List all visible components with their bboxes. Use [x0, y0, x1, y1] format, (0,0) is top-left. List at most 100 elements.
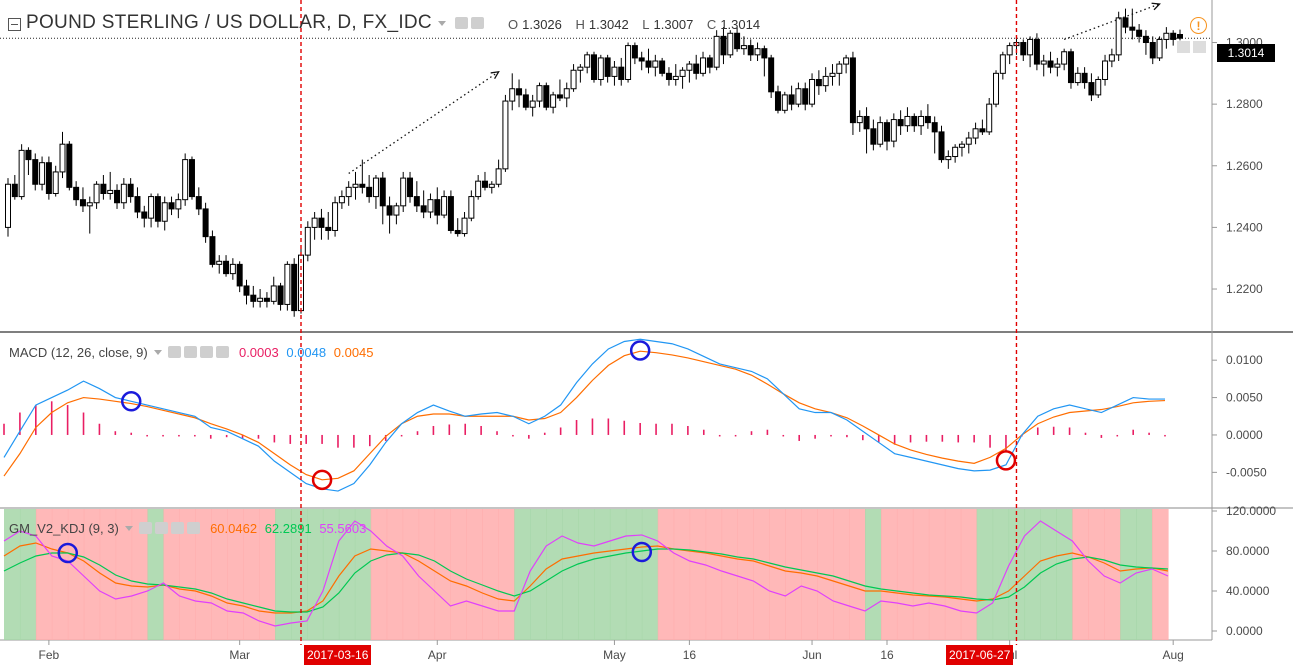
- candle-body: [911, 115, 918, 127]
- time-tick-label: 16: [880, 648, 894, 662]
- candle-body: [1156, 38, 1163, 59]
- candle-body: [1142, 35, 1149, 44]
- kdj-background-band: [944, 509, 962, 640]
- kdj-background-band: [705, 509, 723, 640]
- kdj-background-band: [896, 509, 914, 640]
- candle-body: [802, 88, 809, 105]
- candle-body: [924, 115, 931, 124]
- candle-body: [195, 196, 202, 210]
- kdj-j-line: [3, 520, 1169, 627]
- gear-icon[interactable]: [184, 346, 198, 358]
- kdj-background-band: [976, 509, 994, 640]
- kdj-background-band: [4, 509, 21, 640]
- candle-body: [325, 226, 332, 231]
- kdj-k-value: 60.0462: [210, 521, 258, 536]
- candle-body: [577, 66, 584, 71]
- kdj-background-band: [928, 509, 946, 640]
- kdj-background-band: [737, 509, 755, 640]
- chevron-down-icon[interactable]: [153, 350, 162, 355]
- gear-icon[interactable]: [155, 522, 169, 534]
- kdj-background-band: [482, 509, 499, 640]
- candle-body: [1163, 32, 1170, 40]
- candle-body: [829, 72, 836, 77]
- candle-body: [345, 186, 352, 198]
- candle-body: [890, 119, 897, 142]
- candle-body: [32, 159, 39, 185]
- kdj-background-band: [259, 509, 276, 640]
- candle-body: [352, 183, 359, 188]
- kdj-background-band: [1072, 509, 1089, 640]
- kdj-background-band: [912, 509, 930, 640]
- candle-body: [1122, 17, 1129, 28]
- candle-body: [795, 88, 802, 105]
- kdj-background-band: [338, 509, 356, 640]
- candle-body: [400, 177, 407, 207]
- candle-body: [18, 149, 25, 198]
- candle-body: [931, 122, 938, 133]
- candle-body: [52, 171, 59, 195]
- eye-icon[interactable]: [139, 522, 153, 534]
- candle-body: [447, 196, 454, 231]
- candle-body: [843, 57, 850, 65]
- kdj-background-band: [657, 509, 675, 640]
- candle-body: [1006, 45, 1013, 56]
- close-icon[interactable]: [187, 522, 201, 534]
- plus-icon[interactable]: [171, 522, 185, 534]
- scale-button-a[interactable]: [1177, 41, 1190, 53]
- candle-body: [11, 183, 18, 198]
- candle-body: [720, 35, 727, 56]
- kdj-background-band: [291, 509, 308, 640]
- macd-histogram-value: 0.0003: [238, 345, 279, 360]
- date-marker-2: 2017-06-27: [946, 645, 1014, 665]
- kdj-background-band: [833, 509, 850, 640]
- kdj-background-band: [402, 509, 420, 640]
- eye-icon[interactable]: [454, 17, 468, 29]
- low-value: 1.3007: [653, 17, 694, 32]
- candle-body: [645, 60, 652, 68]
- kdj-background-band: [689, 509, 707, 640]
- candle-body: [39, 162, 46, 185]
- time-tick-label: Aug: [1163, 648, 1184, 662]
- candle-body: [877, 122, 884, 145]
- candle-body: [372, 177, 379, 198]
- candle-body: [652, 60, 659, 68]
- candle-body: [659, 60, 666, 74]
- time-tick-label: Mar: [229, 648, 250, 662]
- candle-body: [93, 183, 100, 204]
- candle-body: [1027, 38, 1034, 56]
- candle-body: [693, 63, 700, 74]
- candle-body: [223, 260, 230, 275]
- candle-body: [529, 100, 536, 108]
- candle-body: [284, 263, 291, 305]
- candle-body: [570, 69, 577, 90]
- plus-icon[interactable]: [200, 346, 214, 358]
- candle-body: [188, 159, 195, 198]
- candle-body: [338, 196, 345, 204]
- candle-body: [427, 199, 434, 213]
- candle-body: [884, 122, 890, 142]
- chevron-down-icon[interactable]: [124, 526, 133, 531]
- gear-icon[interactable]: [470, 17, 484, 29]
- candle-body: [768, 57, 775, 93]
- candle-body: [672, 75, 679, 80]
- chevron-down-icon[interactable]: [437, 21, 446, 26]
- candle-body: [1115, 17, 1122, 56]
- alert-circle-icon[interactable]: !: [1190, 17, 1207, 34]
- close-icon[interactable]: [216, 346, 230, 358]
- kdj-background-band: [753, 509, 770, 640]
- scale-button-b[interactable]: [1193, 41, 1206, 53]
- kdj-background-band: [354, 509, 372, 640]
- collapse-icon[interactable]: [8, 18, 21, 31]
- candle-body: [1033, 38, 1040, 65]
- kdj-background-band: [593, 509, 611, 640]
- candle-body: [809, 78, 816, 105]
- kdj-background-band: [769, 509, 786, 640]
- candle-body: [407, 177, 414, 198]
- main-chart-title: POUND STERLING / US DOLLAR, D, FX_IDC: [26, 12, 484, 34]
- kdj-background-band: [514, 509, 531, 640]
- candle-body: [836, 63, 843, 74]
- open-value: 1.3026: [522, 17, 562, 32]
- candle-body: [849, 57, 856, 124]
- eye-icon[interactable]: [168, 346, 182, 358]
